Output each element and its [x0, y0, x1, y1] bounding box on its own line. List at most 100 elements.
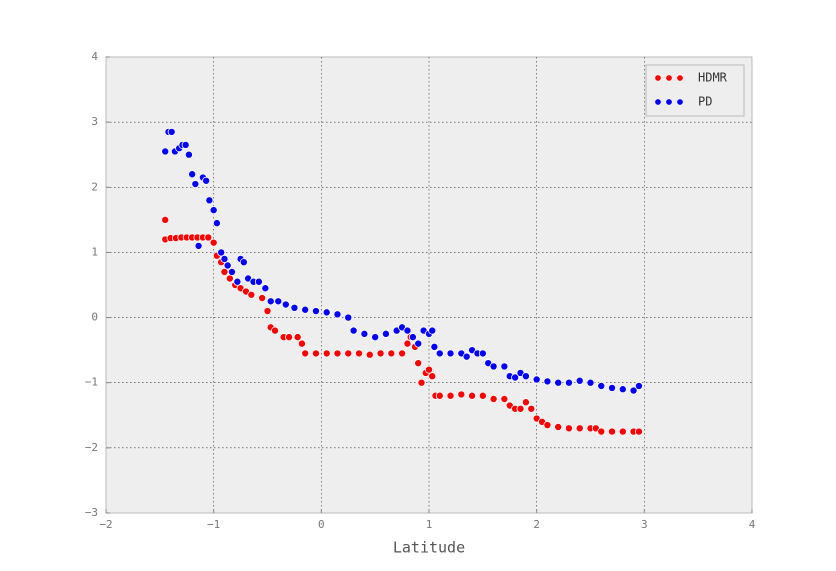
point — [209, 238, 218, 247]
point — [290, 303, 299, 312]
legend-label: HDMR — [698, 71, 728, 85]
point — [417, 378, 426, 387]
x-axis-label: Latitude — [393, 539, 465, 557]
x-tick-label: 4 — [749, 518, 756, 531]
point — [608, 383, 617, 392]
point — [202, 176, 211, 185]
point — [554, 423, 563, 432]
point — [191, 180, 200, 189]
point — [258, 294, 267, 303]
point — [301, 349, 310, 358]
point — [212, 219, 221, 228]
point — [261, 284, 270, 293]
point — [281, 300, 290, 309]
y-tick-label: 3 — [91, 115, 98, 128]
point — [381, 329, 390, 338]
point — [167, 127, 176, 136]
point — [489, 362, 498, 371]
point — [344, 349, 353, 358]
point — [376, 349, 385, 358]
y-tick-label: −2 — [85, 441, 98, 454]
legend-marker — [654, 98, 662, 106]
point — [424, 365, 433, 374]
point — [220, 254, 229, 263]
point — [293, 333, 302, 342]
grid — [105, 56, 753, 514]
point — [271, 326, 280, 335]
point — [322, 349, 331, 358]
point — [527, 404, 536, 413]
point — [462, 352, 471, 361]
legend-marker — [654, 74, 662, 82]
point — [618, 427, 627, 436]
y-tick-label: 0 — [91, 311, 98, 324]
point — [349, 326, 358, 335]
point — [564, 424, 573, 433]
point — [403, 326, 412, 335]
point — [634, 381, 643, 390]
point — [629, 386, 638, 395]
point — [333, 349, 342, 358]
point — [543, 377, 552, 386]
point — [532, 375, 541, 384]
point — [239, 258, 248, 267]
point — [597, 427, 606, 436]
point — [371, 333, 380, 342]
point — [227, 267, 236, 276]
legend-marker — [665, 98, 673, 106]
point — [161, 215, 170, 224]
point — [322, 308, 331, 317]
point — [575, 424, 584, 433]
point — [161, 147, 170, 156]
point — [435, 349, 444, 358]
point — [564, 378, 573, 387]
points — [161, 127, 643, 436]
point — [387, 349, 396, 358]
point — [428, 372, 437, 381]
legend-label: PD — [698, 95, 712, 109]
point — [597, 381, 606, 390]
point — [428, 326, 437, 335]
y-tick-label: 2 — [91, 180, 98, 193]
point — [500, 394, 509, 403]
point — [297, 339, 306, 348]
point — [500, 362, 509, 371]
legend-marker — [676, 98, 684, 106]
point — [435, 391, 444, 400]
point — [194, 241, 203, 250]
x-tick-label: −1 — [207, 518, 220, 531]
point — [554, 378, 563, 387]
point — [209, 206, 218, 215]
legend-marker — [676, 74, 684, 82]
point — [311, 349, 320, 358]
y-tick-label: −1 — [85, 376, 98, 389]
point — [468, 391, 477, 400]
point — [478, 349, 487, 358]
point — [521, 372, 530, 381]
point — [263, 307, 272, 316]
point — [205, 196, 214, 205]
point — [521, 398, 530, 407]
x-tick-label: −2 — [99, 518, 112, 531]
point — [188, 170, 197, 179]
x-tick-label: 1 — [426, 518, 433, 531]
point — [344, 313, 353, 322]
point — [489, 394, 498, 403]
x-tick-label: 3 — [641, 518, 648, 531]
point — [516, 404, 525, 413]
point — [311, 307, 320, 316]
point — [586, 378, 595, 387]
point — [220, 267, 229, 276]
point — [575, 376, 584, 385]
x-tick-label: 0 — [318, 518, 325, 531]
y-tick-label: −3 — [85, 506, 98, 519]
point — [360, 329, 369, 338]
point — [333, 310, 342, 319]
point — [184, 150, 193, 159]
x-tick-label: 2 — [533, 518, 540, 531]
point — [403, 339, 412, 348]
point — [457, 390, 466, 399]
point — [414, 339, 423, 348]
point — [365, 350, 374, 359]
